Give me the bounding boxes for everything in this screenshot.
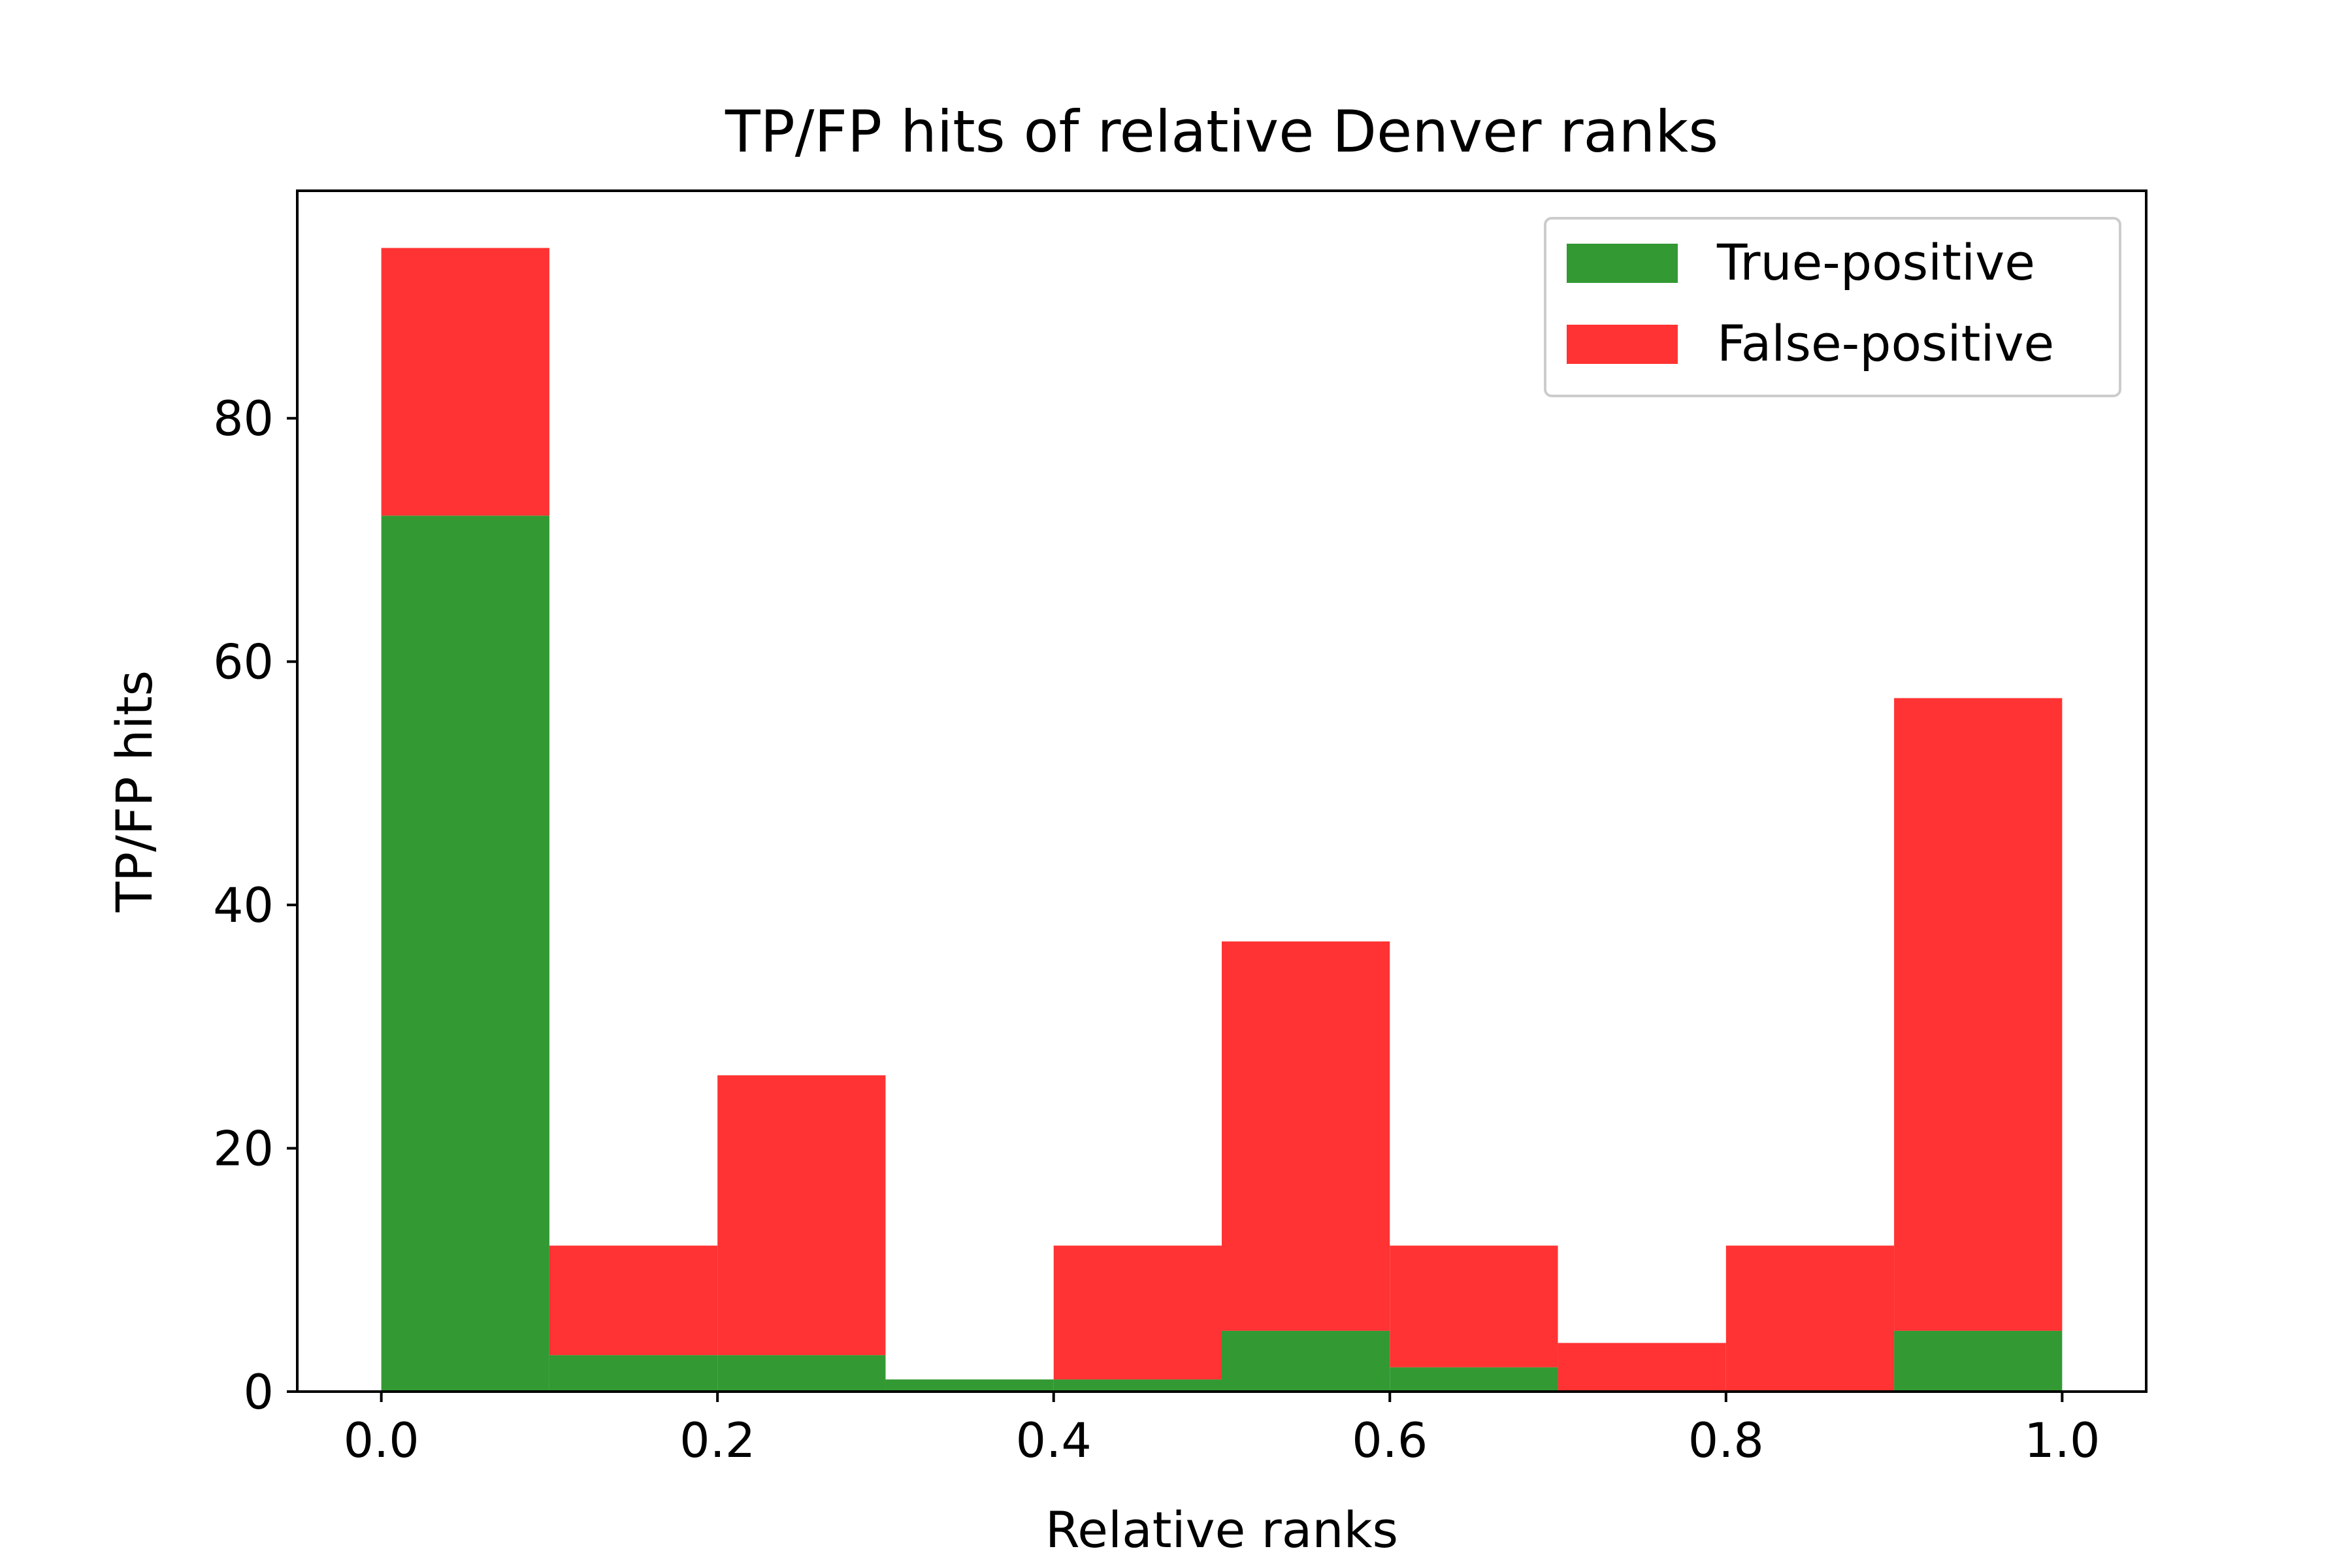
y-tick-label: 60 xyxy=(213,635,274,691)
bar-false-positive-bin-1 xyxy=(549,1245,718,1356)
x-tick-label: 0.4 xyxy=(1016,1413,1092,1469)
bar-false-positive-bin-4 xyxy=(1053,1245,1222,1380)
bars-group xyxy=(381,248,2063,1392)
legend-label-false-positive: False-positive xyxy=(1717,314,2054,372)
plot-frame xyxy=(296,189,2148,1393)
bar-false-positive-bin-8 xyxy=(1725,1245,1895,1392)
bar-true-positive-bin-5 xyxy=(1222,1330,1390,1392)
legend-swatch-false-positive xyxy=(1567,325,1678,364)
bar-true-positive-bin-4 xyxy=(1053,1379,1222,1392)
bar-false-positive-bin-0 xyxy=(381,248,549,516)
chart-title: TP/FP hits of relative Denver ranks xyxy=(725,98,1718,165)
bar-false-positive-bin-5 xyxy=(1222,941,1390,1331)
x-axis-label: Relative ranks xyxy=(1045,1501,1398,1559)
legend-box xyxy=(1544,217,2121,397)
bar-true-positive-bin-1 xyxy=(549,1355,718,1392)
x-tick-label: 0.2 xyxy=(679,1413,755,1469)
bar-true-positive-bin-2 xyxy=(717,1355,886,1392)
y-axis-ticks: 0 20 40 60 80 xyxy=(213,391,297,1420)
bar-true-positive-bin-9 xyxy=(1894,1330,2063,1392)
y-tick-label: 80 xyxy=(213,391,274,447)
legend-label-true-positive: True-positive xyxy=(1716,233,2035,291)
y-axis-label: TP/FP hits xyxy=(105,670,163,913)
y-tick-label: 40 xyxy=(213,878,274,934)
x-tick-label: 0.0 xyxy=(344,1413,419,1469)
x-axis-ticks: 0.0 0.2 0.4 0.6 0.8 1.0 xyxy=(344,1392,2100,1469)
bar-false-positive-bin-6 xyxy=(1390,1245,1558,1367)
bar-false-positive-bin-7 xyxy=(1558,1343,1726,1392)
y-tick-label: 0 xyxy=(244,1365,274,1420)
x-tick-label: 0.8 xyxy=(1688,1413,1764,1469)
x-tick-label: 1.0 xyxy=(2024,1413,2100,1469)
bar-true-positive-bin-0 xyxy=(381,515,549,1392)
legend: True-positive False-positive xyxy=(1544,217,2121,397)
y-tick-label: 20 xyxy=(213,1122,274,1177)
bar-true-positive-bin-3 xyxy=(885,1379,1054,1392)
bar-true-positive-bin-6 xyxy=(1390,1367,1558,1392)
bar-false-positive-bin-9 xyxy=(1894,698,2063,1331)
legend-swatch-true-positive xyxy=(1567,244,1678,283)
bar-false-positive-bin-2 xyxy=(717,1075,886,1356)
x-tick-label: 0.6 xyxy=(1352,1413,1428,1469)
